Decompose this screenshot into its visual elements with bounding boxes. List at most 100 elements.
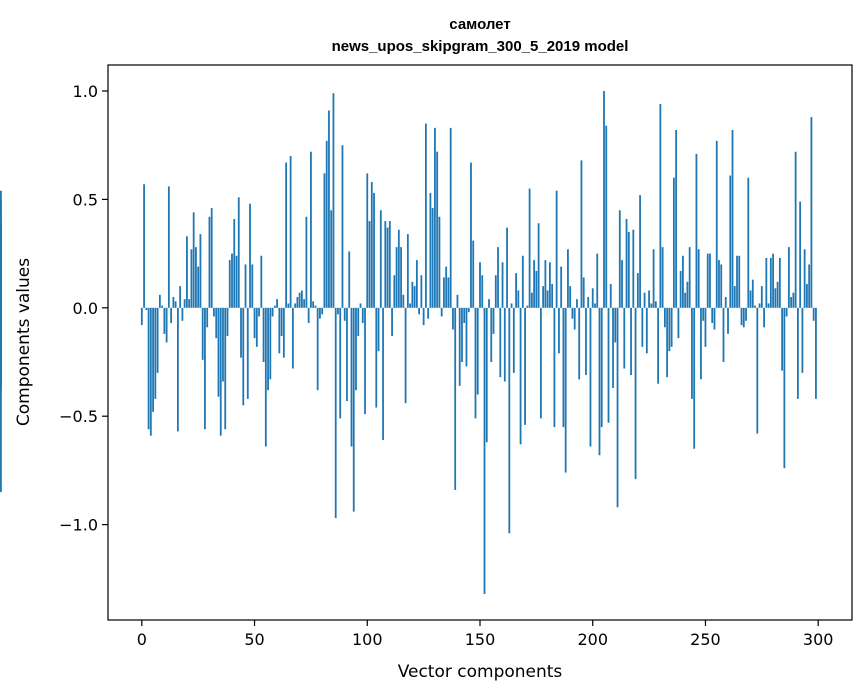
bar	[558, 307, 560, 354]
bar	[312, 301, 315, 308]
bar	[267, 307, 269, 391]
bar	[197, 266, 200, 308]
bar	[718, 260, 720, 308]
bar	[206, 307, 209, 328]
bar	[427, 307, 430, 319]
x-tick-label: 150	[465, 630, 496, 649]
bar	[512, 307, 515, 373]
bar	[722, 307, 725, 363]
bar	[760, 286, 763, 308]
bar	[264, 307, 267, 447]
bar	[515, 273, 517, 308]
bar	[228, 260, 231, 308]
bar	[156, 307, 159, 373]
bar	[621, 260, 623, 308]
bar	[240, 307, 242, 358]
bar	[812, 307, 815, 321]
bar	[648, 290, 650, 308]
bar	[458, 307, 461, 386]
bar	[686, 281, 689, 308]
bar	[503, 307, 506, 382]
bar	[172, 296, 175, 308]
chart-subtitle: news_upos_skipgram_300_5_2019 model	[332, 38, 629, 55]
bar	[634, 307, 637, 480]
y-tick-label: 0.5	[73, 190, 98, 209]
bar	[179, 286, 182, 308]
bar	[596, 253, 599, 308]
x-tick-label: 100	[352, 630, 383, 649]
bar	[763, 307, 765, 328]
bar	[287, 303, 290, 308]
bar	[391, 307, 393, 336]
bar	[790, 296, 793, 308]
bar	[526, 305, 529, 308]
bar	[736, 255, 738, 308]
bar	[400, 247, 402, 308]
bar	[289, 156, 292, 308]
bar	[688, 247, 691, 308]
bar	[742, 307, 745, 328]
bar	[654, 301, 657, 308]
bar	[481, 275, 484, 308]
bar	[519, 307, 522, 445]
bar	[388, 221, 391, 308]
bar	[808, 264, 811, 308]
x-tick-label: 0	[137, 630, 147, 649]
bar	[553, 307, 556, 428]
bar	[224, 307, 227, 430]
bar	[219, 307, 222, 436]
bar	[470, 162, 472, 308]
bar	[537, 223, 540, 308]
bar	[492, 307, 495, 334]
bar	[285, 162, 288, 308]
chart-title: самолет	[449, 16, 510, 33]
bar	[576, 299, 578, 308]
bar	[325, 140, 328, 308]
bar	[323, 173, 326, 308]
bar	[657, 307, 660, 384]
bar	[659, 104, 662, 308]
bar	[794, 151, 797, 308]
bar	[174, 301, 177, 308]
bar	[226, 307, 229, 336]
x-tick-label: 200	[577, 630, 608, 649]
bar	[368, 221, 371, 308]
bar	[670, 307, 673, 347]
bars-group	[0, 91, 817, 594]
bar	[614, 307, 617, 343]
bar	[422, 307, 425, 326]
bar	[251, 264, 254, 308]
bar	[222, 307, 224, 382]
bar	[447, 277, 450, 308]
bar	[497, 247, 499, 308]
bar	[359, 303, 362, 308]
bar	[449, 127, 452, 308]
bar	[260, 255, 263, 308]
bar	[661, 247, 664, 308]
bar	[321, 307, 324, 315]
bar	[704, 307, 707, 347]
bar	[461, 307, 463, 363]
bar	[517, 290, 520, 308]
bar	[303, 299, 306, 308]
bar	[801, 307, 804, 373]
bar	[237, 197, 240, 308]
bar	[231, 253, 233, 308]
bar	[253, 307, 256, 339]
bar	[749, 290, 752, 308]
bar	[246, 307, 249, 399]
bar	[528, 188, 531, 308]
bar	[675, 130, 678, 308]
bar	[190, 249, 193, 308]
bar	[652, 249, 655, 308]
x-tick-label: 250	[690, 630, 721, 649]
bar	[350, 307, 353, 447]
bar	[158, 294, 161, 308]
bar	[273, 305, 276, 308]
bar	[440, 307, 443, 317]
bar	[632, 229, 635, 308]
bar	[332, 93, 335, 308]
bar	[499, 307, 502, 378]
bar	[370, 182, 373, 308]
bar	[733, 286, 736, 308]
